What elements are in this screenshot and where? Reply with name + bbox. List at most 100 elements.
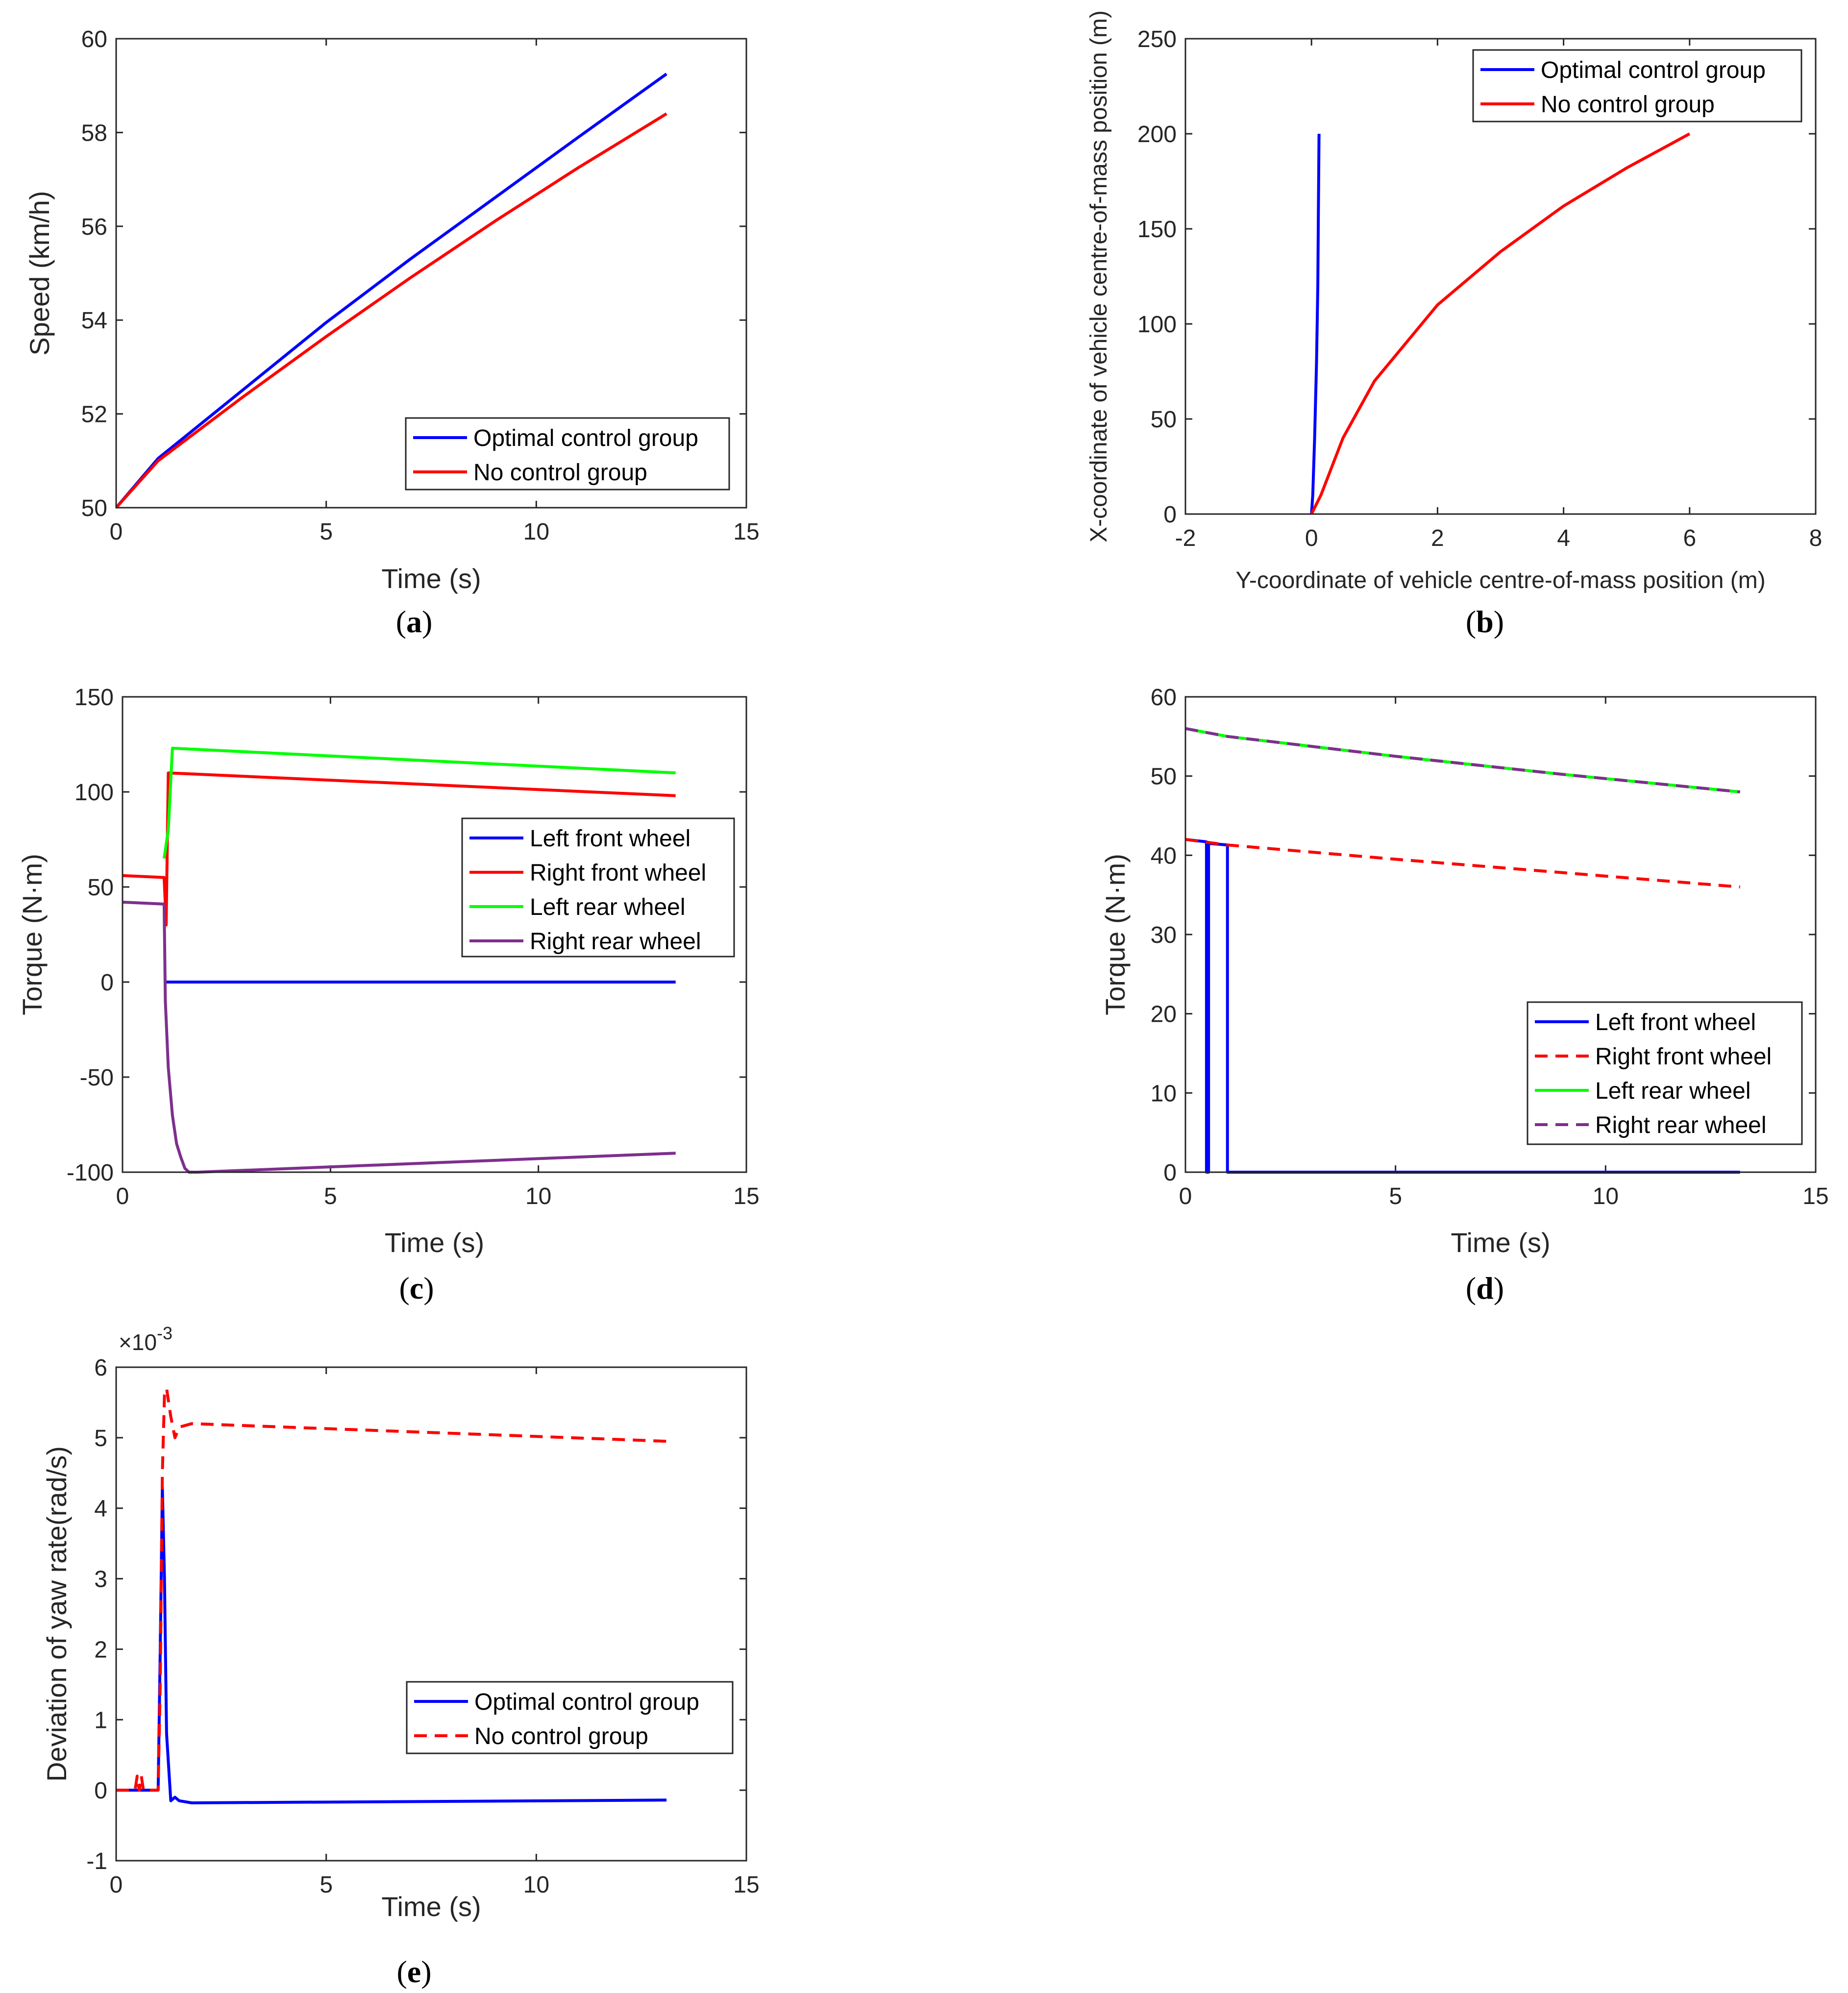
series-line-1 — [116, 73, 667, 509]
axes-box — [1184, 696, 1817, 1173]
x-tick-label: 15 — [733, 519, 759, 545]
legend-label-2: No control group — [474, 1723, 648, 1749]
legend-label-1: Optimal control group — [473, 425, 698, 451]
x-tick-label: 10 — [523, 519, 549, 545]
y-axis-label: Torque (N·m) — [1100, 854, 1131, 1015]
y-tick-label: 3 — [94, 1567, 107, 1593]
x-axis-label: Y-coordinate of vehicle centre-of-mass p… — [1235, 567, 1765, 593]
y-tick-label: 5 — [94, 1426, 107, 1452]
y-tick-label: 58 — [81, 120, 107, 146]
x-tick-label: 0 — [110, 519, 123, 545]
y-tick-label: 50 — [88, 875, 114, 901]
legend: Optimal control group No control group — [406, 1681, 734, 1754]
y-tick-label: -1 — [86, 1848, 107, 1874]
y-tick-label: 250 — [1137, 26, 1177, 52]
x-axis-label: Time (s) — [1451, 1227, 1550, 1258]
legend-label-4: Right rear wheel — [530, 929, 701, 955]
y-tick-label: 100 — [1137, 312, 1177, 338]
y-tick-label: 0 — [1163, 502, 1177, 528]
legend-label-2: Right front wheel — [1595, 1044, 1772, 1070]
y-axis-label: Deviation of yaw rate(rad/s) — [41, 1446, 72, 1782]
y-tick-label: 200 — [1137, 122, 1177, 148]
series-line-2 — [1185, 838, 1740, 888]
y-tick-label: 52 — [81, 402, 107, 428]
chart-panel-a: 0 5 10 15 50 52 54 56 58 60 Time (s) Speed (km/h) Op… — [24, 26, 760, 639]
y-tick-label: 150 — [1137, 217, 1177, 243]
legend-label-2: Right front wheel — [530, 860, 706, 886]
series-line-3 — [162, 746, 676, 859]
legend-box — [461, 817, 735, 958]
x-tick-label: 15 — [1802, 1183, 1828, 1209]
x-tick-label: 0 — [110, 1872, 123, 1898]
y-tick-label: 100 — [74, 780, 114, 806]
x-tick-label: 15 — [733, 1872, 759, 1898]
panel-label: (a) — [396, 604, 433, 639]
y-tick-label: 2 — [94, 1637, 107, 1663]
legend: Left front wheel Right front wheel Left re… — [461, 817, 735, 958]
series-line-2 — [123, 771, 676, 927]
y-tick-label: 40 — [1151, 843, 1177, 869]
x-tick-label: 10 — [1593, 1183, 1619, 1209]
series-line-1 — [1185, 838, 1740, 1174]
x-tick-label: 2 — [1431, 525, 1444, 551]
panel-label: (c) — [399, 1271, 434, 1305]
x-tick-label: 5 — [1389, 1183, 1402, 1209]
series-line-2 — [1310, 132, 1691, 515]
y-tick-label: 50 — [1151, 764, 1177, 790]
y-axis-label: X-coordinate of vehicle centre-of-mass p… — [1086, 10, 1112, 542]
legend-box — [1527, 1001, 1803, 1145]
legend-label-1: Optimal control group — [1541, 57, 1766, 83]
x-tick-label: 5 — [320, 519, 333, 545]
x-tick-label: 5 — [324, 1183, 337, 1209]
x-axis-label: Time (s) — [381, 563, 481, 594]
y-tick-label: 0 — [100, 970, 114, 996]
y-axis-exponent: ×10-3 — [119, 1323, 172, 1355]
series-line-1 — [116, 1485, 667, 1804]
y-tick-label: 56 — [81, 214, 107, 240]
plot-area — [116, 1367, 746, 1861]
legend: Left front wheel Right front wheel Left re… — [1527, 1001, 1803, 1145]
legend-label-2: No control group — [1541, 92, 1715, 118]
y-tick-label: 0 — [1163, 1160, 1177, 1186]
y-axis-label: Speed (km/h) — [24, 191, 55, 355]
legend-box — [405, 417, 730, 491]
axes-box — [115, 38, 747, 509]
x-axis-label: Time (s) — [381, 1891, 481, 1922]
y-tick-label: 60 — [81, 26, 107, 52]
y-tick-label: -100 — [67, 1160, 114, 1186]
legend-label-1: Left front wheel — [1595, 1009, 1756, 1035]
legend-label-4: Right rear wheel — [1595, 1112, 1767, 1138]
y-tick-label: 6 — [94, 1355, 107, 1381]
series-line-2 — [116, 112, 667, 509]
y-tick-label: -50 — [80, 1065, 114, 1091]
legend-label-3: Left rear wheel — [530, 894, 686, 920]
y-tick-label: 20 — [1151, 1002, 1177, 1028]
panel-label: (e) — [396, 1954, 431, 1989]
x-axis-label: Time (s) — [385, 1227, 484, 1258]
chart-panel-d: 0 5 10 15 0 10 20 30 40 50 60 Time (s) Torque (N·m) L… — [1100, 685, 1829, 1305]
axes-box — [1184, 38, 1817, 515]
legend-label-1: Optimal control group — [474, 1689, 699, 1715]
panel-label: (d) — [1466, 1271, 1504, 1305]
y-tick-label: 60 — [1151, 685, 1177, 711]
y-tick-label: 4 — [94, 1496, 107, 1522]
series-line-1 — [1310, 133, 1321, 515]
series-line-4 — [1185, 727, 1740, 793]
legend-label-2: No control group — [473, 460, 647, 486]
legend: Optimal control group No control group — [405, 417, 730, 491]
y-tick-label: 1 — [94, 1707, 107, 1733]
x-tick-label: 10 — [525, 1183, 551, 1209]
y-tick-label: 10 — [1151, 1081, 1177, 1107]
panel-label: (b) — [1466, 604, 1504, 639]
y-tick-label: 54 — [81, 308, 107, 334]
axes-box — [115, 1366, 747, 1862]
x-tick-label: 4 — [1557, 525, 1570, 551]
x-tick-label: 10 — [523, 1872, 549, 1898]
x-tick-label: 0 — [116, 1183, 129, 1209]
x-tick-label: 0 — [1305, 525, 1318, 551]
legend-box — [406, 1681, 734, 1754]
x-tick-label: 15 — [733, 1183, 759, 1209]
